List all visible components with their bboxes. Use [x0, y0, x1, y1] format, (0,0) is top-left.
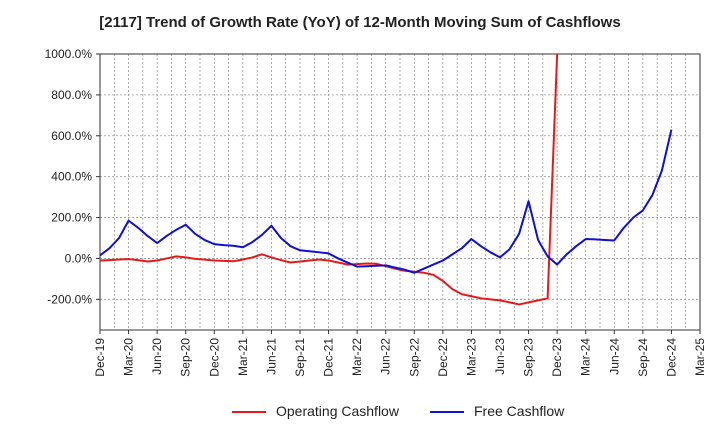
- series-line-free-cashflow: [100, 129, 673, 274]
- x-tick-label: Mar-23: [464, 338, 478, 376]
- x-tick-label: Jun-20: [150, 338, 164, 375]
- legend-label: Operating Cashflow: [276, 403, 400, 419]
- x-tick-label: Sep-20: [179, 338, 193, 377]
- y-tick-label: 0.0%: [65, 251, 93, 265]
- x-tick-label: Jun-24: [607, 338, 621, 375]
- y-tick-label: 400.0%: [51, 170, 92, 184]
- x-tick-label: Dec-22: [436, 338, 450, 377]
- x-tick-label: Mar-25: [693, 338, 707, 376]
- x-tick-label: Dec-21: [322, 338, 336, 377]
- y-tick-label: 600.0%: [51, 129, 92, 143]
- x-tick-label: Sep-24: [636, 338, 650, 377]
- x-tick-label: Sep-21: [293, 338, 307, 377]
- x-tick-label: Dec-19: [93, 338, 107, 377]
- chart-title: [2117] Trend of Growth Rate (YoY) of 12-…: [99, 14, 621, 31]
- x-tick-label: Dec-24: [664, 338, 678, 377]
- grid: [99, 53, 701, 330]
- x-tick-label: Dec-20: [207, 338, 221, 377]
- y-tick-label: -200.0%: [47, 292, 92, 306]
- x-tick-label: Dec-23: [550, 338, 564, 377]
- series-line-operating-cashflow: [100, 54, 559, 306]
- legend-item-free-cashflow: Free Cashflow: [430, 403, 565, 419]
- x-tick-label: Jun-23: [493, 338, 507, 375]
- x-tick-label: Sep-23: [522, 338, 536, 377]
- x-tick-label: Mar-24: [579, 338, 593, 376]
- x-tick-label: Jun-21: [264, 338, 278, 375]
- legend-item-operating-cashflow: Operating Cashflow: [232, 403, 400, 419]
- y-tick-label: 800.0%: [51, 88, 92, 102]
- legend-label: Free Cashflow: [474, 403, 565, 419]
- y-tick-label: 200.0%: [51, 211, 92, 225]
- x-tick-label: Mar-20: [122, 338, 136, 376]
- y-tick-label: 1000.0%: [45, 47, 93, 61]
- x-tick-label: Mar-22: [350, 338, 364, 376]
- x-tick-label: Sep-22: [407, 338, 421, 377]
- plot-border: [99, 53, 701, 331]
- x-tick-label: Jun-22: [379, 338, 393, 375]
- x-tick-label: Mar-21: [236, 338, 250, 376]
